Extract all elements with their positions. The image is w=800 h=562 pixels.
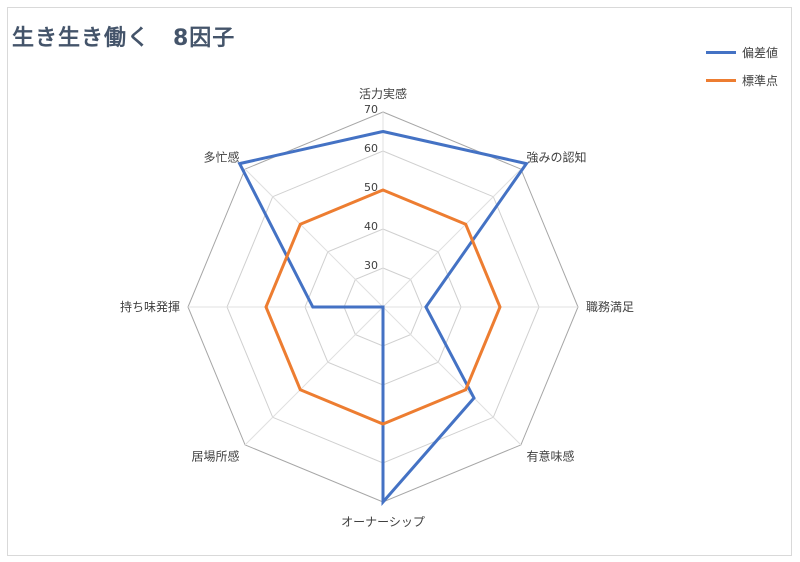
legend-label-0: 偏差値 xyxy=(742,45,779,60)
axis-spoke-3 xyxy=(382,306,522,446)
legend-swatch-1 xyxy=(706,78,736,82)
axis-label-2: 職務満足 xyxy=(586,300,634,314)
axis-label-3: 有意味感 xyxy=(527,449,575,464)
axis-spoke-7 xyxy=(244,168,384,308)
chart-area xyxy=(7,7,792,556)
axis-label-7: 多忙感 xyxy=(203,150,239,165)
legend-swatch-0 xyxy=(706,50,736,54)
tick-label-2: 50 xyxy=(364,181,378,194)
legend-item-0: 偏差値 xyxy=(706,38,778,66)
axis-spoke-1 xyxy=(382,168,522,308)
axis-label-1: 強みの認知 xyxy=(527,150,587,165)
tick-label-4: 70 xyxy=(364,103,378,116)
series-line-0 xyxy=(237,129,529,506)
axis-spoke-5 xyxy=(244,306,384,446)
tick-label-0: 30 xyxy=(364,259,378,272)
chart-title: 生き生き働く 8因子 xyxy=(12,26,236,51)
legend-item-1: 標準点 xyxy=(706,66,778,94)
legend: 偏差値 標準点 xyxy=(706,38,778,94)
series-line-1 xyxy=(264,188,502,426)
axis-label-5: 居場所感 xyxy=(191,449,239,464)
legend-label-1: 標準点 xyxy=(742,73,779,88)
tick-label-3: 60 xyxy=(364,142,378,155)
axis-label-4: オーナーシップ xyxy=(341,515,425,529)
axis-label-6: 持ち味発揮 xyxy=(120,299,180,314)
axis-label-0: 活力実感 xyxy=(359,86,407,101)
tick-label-1: 40 xyxy=(364,220,378,233)
